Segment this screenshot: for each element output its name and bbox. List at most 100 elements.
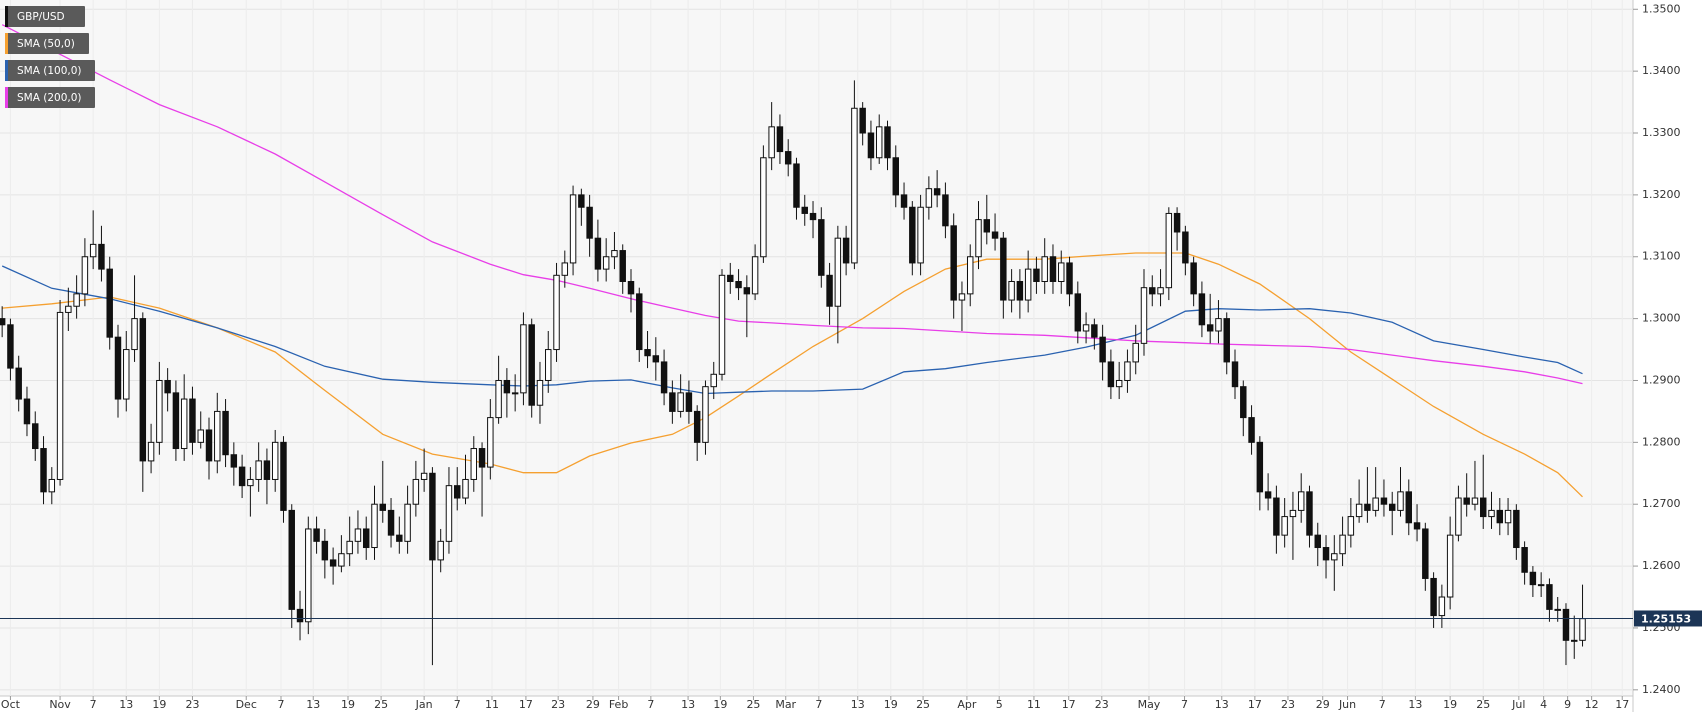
candle-body bbox=[958, 293, 966, 301]
sma-line bbox=[2, 252, 1583, 498]
candle-body bbox=[834, 237, 842, 307]
candle-body bbox=[1198, 293, 1206, 326]
candle-body bbox=[156, 379, 163, 443]
candle-body bbox=[660, 361, 668, 394]
candle-body bbox=[710, 373, 717, 388]
x-tick-label: Jul bbox=[1511, 698, 1525, 711]
candle-body bbox=[1413, 522, 1421, 530]
candle-body bbox=[1347, 516, 1355, 536]
candle-body bbox=[437, 540, 444, 561]
candle-body bbox=[1256, 441, 1264, 493]
candle-body bbox=[1364, 503, 1371, 511]
candle-body bbox=[470, 448, 478, 480]
candle-body bbox=[329, 559, 337, 567]
x-tick-label: Jan bbox=[415, 698, 433, 711]
candle-body bbox=[412, 478, 420, 505]
candle-body bbox=[1438, 596, 1446, 617]
candle-body bbox=[1463, 497, 1470, 505]
x-tick-label: Jun bbox=[1338, 698, 1356, 711]
candle-body bbox=[280, 441, 287, 511]
x-tick-label: 23 bbox=[1281, 698, 1295, 711]
candle-body bbox=[859, 107, 866, 134]
candle-body bbox=[189, 398, 196, 443]
grid bbox=[0, 0, 1633, 696]
legend-swatch bbox=[5, 33, 8, 54]
candle-body bbox=[809, 212, 817, 221]
candle-body bbox=[1206, 324, 1214, 332]
x-tick-label: 29 bbox=[1316, 698, 1330, 711]
candle-body bbox=[362, 528, 370, 549]
candle-body bbox=[379, 503, 386, 511]
candle-body bbox=[404, 503, 411, 542]
candle-body bbox=[702, 386, 709, 443]
candle-body bbox=[222, 410, 229, 456]
y-tick-label: 1.3200 bbox=[1642, 188, 1681, 201]
x-tick-label: 17 bbox=[1062, 698, 1076, 711]
candle-body bbox=[1455, 497, 1462, 536]
candle-body bbox=[727, 274, 734, 282]
candle-body bbox=[271, 441, 279, 480]
candle-body bbox=[561, 262, 569, 276]
x-tick-label: 19 bbox=[1443, 698, 1457, 711]
candle-body bbox=[1165, 212, 1173, 289]
candle-body bbox=[478, 448, 486, 468]
candle-body bbox=[1579, 618, 1586, 641]
candle-body bbox=[1306, 491, 1313, 536]
candle-body bbox=[900, 194, 908, 208]
candle-body bbox=[1297, 491, 1305, 511]
x-tick-label: 17 bbox=[519, 698, 533, 711]
x-tick-label: 4 bbox=[1540, 698, 1547, 711]
y-tick-label: 1.2800 bbox=[1642, 435, 1681, 448]
legend-swatch bbox=[5, 87, 8, 108]
x-tick-label: 13 bbox=[1408, 698, 1422, 711]
candle-body bbox=[917, 206, 924, 264]
candle-body bbox=[73, 293, 80, 307]
candle-body bbox=[495, 379, 502, 419]
candle-body bbox=[15, 367, 22, 400]
candle-body bbox=[1422, 528, 1429, 579]
candle-body bbox=[1554, 608, 1561, 611]
candle-body bbox=[751, 256, 759, 295]
legend-box bbox=[5, 87, 95, 108]
x-tick-label: 7 bbox=[277, 698, 284, 711]
candle-body bbox=[975, 219, 982, 258]
candle-body bbox=[1562, 608, 1570, 641]
candle-body bbox=[875, 126, 883, 159]
candle-body bbox=[288, 509, 295, 610]
candle-body bbox=[462, 478, 469, 499]
x-tick-label: 11 bbox=[1027, 698, 1041, 711]
x-tick-label: 9 bbox=[1564, 698, 1571, 711]
legend-box bbox=[5, 6, 85, 27]
y-tick-label: 1.2900 bbox=[1642, 373, 1681, 386]
candle-body bbox=[1289, 509, 1297, 518]
candle-body bbox=[925, 188, 933, 208]
candle-body bbox=[826, 274, 833, 307]
sma-line bbox=[1, 265, 1583, 395]
candle-body bbox=[851, 107, 858, 264]
candle-body bbox=[1173, 212, 1181, 233]
candle-body bbox=[1446, 534, 1454, 598]
candle-body bbox=[553, 274, 560, 351]
x-tick-label: 13 bbox=[851, 698, 865, 711]
candle-body bbox=[1124, 361, 1131, 381]
candle-body bbox=[48, 478, 56, 493]
candle-body bbox=[1024, 268, 1032, 301]
y-tick-label: 1.2400 bbox=[1642, 683, 1681, 696]
candle-body bbox=[602, 256, 610, 270]
candle-body bbox=[1049, 256, 1057, 282]
candle-body bbox=[131, 318, 138, 351]
candle-body bbox=[487, 417, 494, 468]
candle-body bbox=[1190, 262, 1197, 295]
candle-body bbox=[942, 194, 949, 227]
candle-body bbox=[991, 231, 999, 239]
candle-body bbox=[89, 243, 97, 258]
candle-body bbox=[123, 349, 130, 400]
x-tick-label: 29 bbox=[586, 698, 600, 711]
candle-body bbox=[718, 274, 726, 375]
candle-body bbox=[305, 528, 312, 623]
candle-body bbox=[627, 280, 635, 295]
candle-body bbox=[784, 151, 792, 165]
x-tick-label: 23 bbox=[185, 698, 199, 711]
y-tick-label: 1.2600 bbox=[1642, 559, 1681, 572]
